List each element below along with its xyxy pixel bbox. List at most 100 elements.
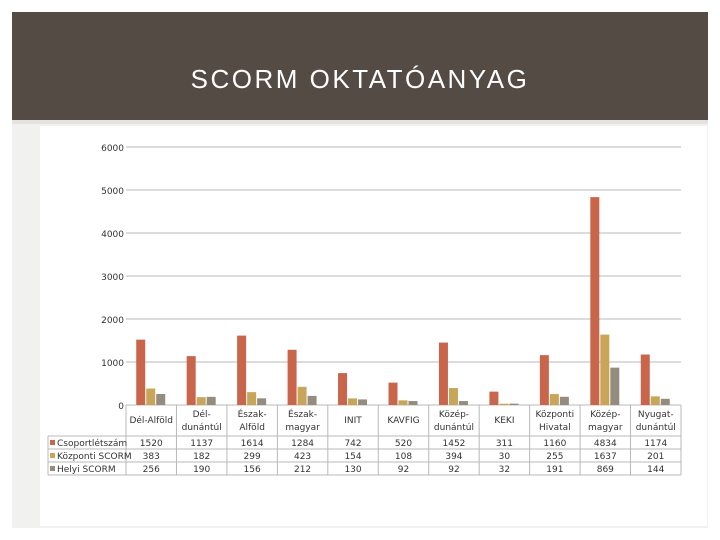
data-label: 255 [546, 452, 563, 462]
data-label: 311 [496, 439, 513, 449]
data-label: 299 [244, 452, 261, 462]
category-label: Észak- [288, 408, 317, 420]
data-label: 30 [499, 452, 511, 462]
bar [287, 349, 297, 405]
bar [408, 401, 418, 405]
data-label: 191 [546, 465, 563, 475]
data-label: 742 [344, 439, 361, 449]
bar [489, 391, 499, 405]
category-label: Nyugat- [638, 410, 674, 420]
bar [136, 339, 146, 405]
data-label: 108 [395, 452, 412, 462]
data-label: 520 [395, 439, 412, 449]
category-label: Észak- [238, 408, 267, 420]
data-label: 1174 [644, 439, 667, 449]
category-label: Központi [536, 410, 575, 420]
bar-chart: 0 1000 2000 3000 4000 5000 6000 Dél-Alföld Dél-d… [47, 144, 682, 476]
bar [257, 398, 267, 405]
legend-swatch [50, 453, 55, 458]
category-label: INIT [344, 416, 362, 426]
bar [196, 397, 206, 405]
category-label: magyar [285, 423, 320, 433]
data-label: 1160 [543, 439, 566, 449]
bar [438, 342, 448, 405]
category-label: KAVFIG [387, 416, 419, 426]
y-tick-label: 2000 [101, 316, 124, 326]
bar [448, 388, 458, 405]
category-label: Dél-Alföld [129, 415, 173, 426]
category-label: dunántúl [182, 423, 222, 433]
bar [398, 400, 408, 405]
y-tick-label: 5000 [101, 187, 124, 197]
legend-label: Csoportlétszám [57, 438, 127, 449]
category-label: Közép- [590, 409, 620, 420]
title-divider [12, 120, 708, 124]
page-title: SCORM OKTATÓANYAG [190, 64, 530, 94]
bar [237, 335, 247, 405]
y-tick-label: 4000 [101, 230, 124, 240]
data-label: 869 [597, 465, 614, 475]
bar [539, 355, 549, 405]
bar [388, 382, 398, 405]
bar [559, 396, 569, 405]
legend-swatch [50, 466, 55, 471]
category-label: Hivatal [539, 423, 571, 433]
bar [600, 334, 610, 405]
data-label: 154 [344, 452, 361, 462]
data-label: 1520 [140, 439, 163, 449]
data-label: 1137 [190, 439, 213, 449]
data-label: 130 [344, 465, 361, 475]
legend-label: Központi SCORM [57, 452, 132, 462]
data-label: 1452 [443, 439, 466, 449]
y-tick-label: 0 [118, 402, 124, 412]
bar [206, 396, 216, 405]
bar [610, 367, 620, 405]
category-label: KEKI [494, 416, 514, 426]
data-label: 394 [445, 452, 462, 462]
data-label: 1284 [291, 439, 314, 449]
data-label: 182 [193, 452, 210, 462]
data-label: 1637 [594, 452, 617, 462]
bar [458, 401, 468, 405]
bar [247, 392, 257, 405]
data-label: 156 [244, 465, 261, 475]
bar [640, 354, 650, 405]
data-label: 32 [499, 465, 510, 475]
category-label: Dél- [193, 409, 211, 420]
bar [156, 393, 166, 405]
bar [348, 398, 358, 405]
category-label: dunántúl [434, 423, 474, 433]
data-label: 212 [294, 465, 311, 475]
data-label: 256 [143, 465, 160, 475]
data-label: 201 [647, 452, 664, 462]
chart-panel: 0 1000 2000 3000 4000 5000 6000 Dél-Alföld Dél-d… [40, 126, 707, 526]
bar [650, 396, 660, 405]
data-label: 92 [448, 465, 459, 475]
bar [146, 388, 156, 405]
y-tick-label: 6000 [101, 144, 124, 154]
bar [499, 403, 509, 405]
data-label: 423 [294, 452, 311, 462]
y-tick-label: 1000 [101, 359, 124, 369]
bar [307, 395, 317, 405]
category-label: magyar [588, 423, 623, 433]
legend-swatch [50, 440, 55, 445]
legend-label: Helyi SCORM [57, 465, 116, 475]
data-label: 92 [398, 465, 409, 475]
data-label: 383 [143, 452, 160, 462]
y-tick-label: 3000 [101, 273, 124, 283]
bar [660, 398, 670, 405]
bar [358, 399, 368, 405]
bar [590, 197, 600, 405]
bar [549, 394, 559, 405]
data-label: 190 [193, 465, 210, 475]
bar [297, 386, 307, 405]
bar [186, 356, 196, 405]
data-label: 144 [647, 465, 664, 475]
bar [509, 403, 519, 405]
category-label: Alföld [239, 423, 265, 433]
category-label: Közép- [439, 409, 469, 420]
data-label: 4834 [594, 439, 617, 449]
bar [338, 373, 348, 405]
data-label: 1614 [241, 439, 264, 449]
